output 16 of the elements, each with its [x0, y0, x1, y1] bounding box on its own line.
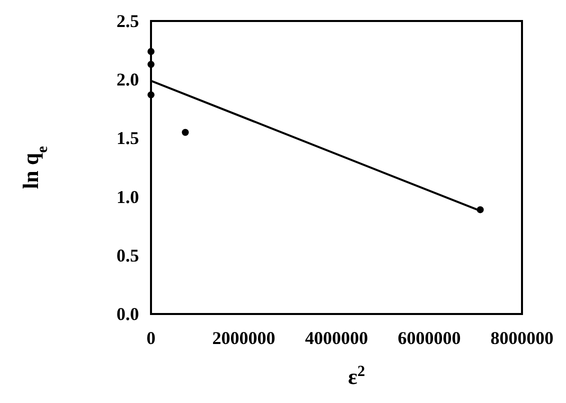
x-tick-label: 4000000 — [305, 328, 368, 348]
x-tick-label: 0 — [146, 328, 156, 348]
point — [182, 128, 189, 136]
point — [148, 91, 154, 98]
y-tick-label: 2.0 — [116, 70, 139, 90]
y-tick-label: 0.5 — [116, 245, 139, 266]
point — [148, 48, 154, 55]
x-tick-label: 2000000 — [212, 328, 276, 348]
y-tick-label: 2.5 — [116, 11, 139, 31]
x-tick-label: 6000000 — [398, 328, 461, 348]
x-axis-title: ε$^{2}$ — [348, 362, 366, 389]
point — [148, 60, 154, 68]
x-tick-label: 8000000 — [490, 328, 554, 348]
y-tick-label: 1.5 — [116, 128, 139, 148]
y-tick-label: 1.0 — [116, 186, 139, 207]
y-tick-label: 0.0 — [116, 304, 139, 324]
